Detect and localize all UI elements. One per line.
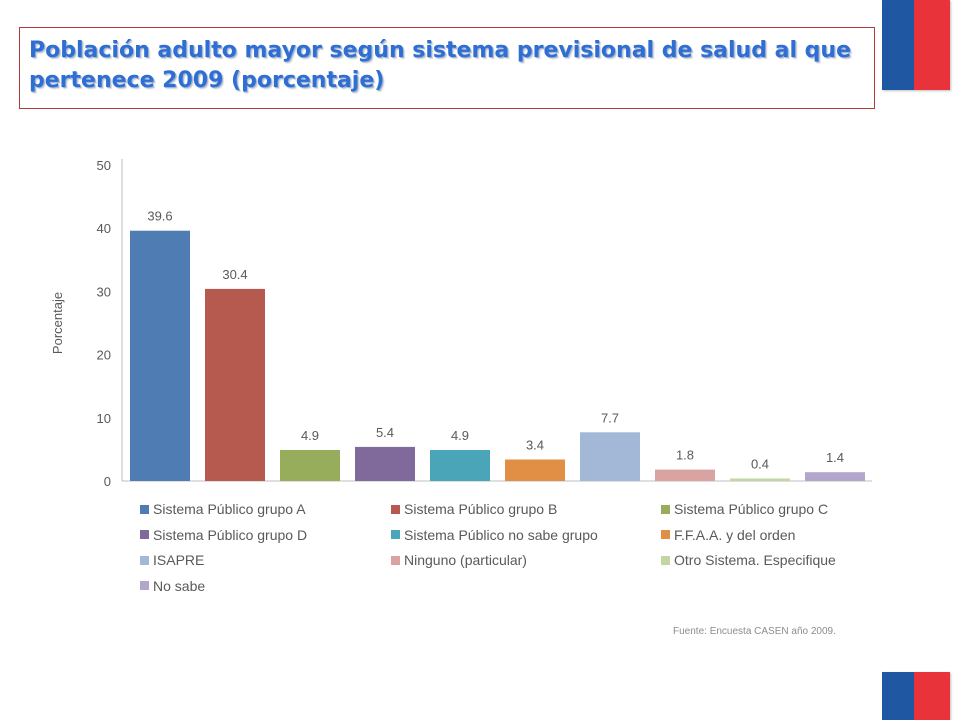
flag-blue-stripe bbox=[882, 0, 914, 90]
legend-swatch bbox=[391, 504, 400, 514]
title-box: Población adulto mayor según sistema pre… bbox=[19, 27, 875, 109]
legend-label: Otro Sistema. Especifique bbox=[674, 552, 836, 568]
legend-item: Sistema Público no sabe grupo bbox=[391, 525, 598, 545]
bar-4 bbox=[355, 446, 415, 481]
legend-item: Ninguno (particular) bbox=[391, 550, 527, 570]
legend-item: Otro Sistema. Especifique bbox=[661, 550, 836, 570]
bar-9 bbox=[730, 478, 790, 481]
legend-label: Ninguno (particular) bbox=[404, 552, 527, 568]
slide-title: Población adulto mayor según sistema pre… bbox=[29, 38, 851, 93]
source-note: Fuente: Encuesta CASEN año 2009. bbox=[673, 626, 836, 637]
legend-swatch bbox=[661, 504, 670, 514]
legend-swatch bbox=[391, 530, 400, 539]
bar-value-label: 4.9 bbox=[301, 428, 319, 443]
bar-5 bbox=[430, 450, 490, 481]
legend-label: Sistema Público no sabe grupo bbox=[404, 526, 598, 543]
bar-value-label: 5.4 bbox=[376, 425, 394, 440]
bar-value-label: 0.4 bbox=[751, 457, 769, 472]
legend-item: Sistema Público grupo A bbox=[140, 499, 306, 519]
bar-value-label: 30.4 bbox=[222, 267, 247, 282]
bar-2 bbox=[205, 288, 265, 481]
y-axis-label: Porcentaje bbox=[50, 292, 65, 354]
bar-10 bbox=[805, 472, 865, 481]
legend-item: Sistema Público grupo D bbox=[140, 525, 307, 545]
bar-6 bbox=[505, 459, 565, 481]
bar-value-label: 1.8 bbox=[676, 448, 694, 463]
y-tick-label: 10 bbox=[97, 411, 111, 426]
bar-value-label: 3.4 bbox=[526, 438, 544, 453]
legend-label: F.F.A.A. y del orden bbox=[674, 526, 796, 543]
legend-item: Sistema Público grupo C bbox=[661, 499, 828, 519]
legend-swatch bbox=[391, 555, 400, 565]
flag-red-stripe bbox=[914, 0, 950, 90]
bars bbox=[130, 230, 865, 481]
y-tick-label: 20 bbox=[97, 348, 111, 363]
bar-3 bbox=[280, 450, 340, 481]
legend-swatch bbox=[661, 530, 670, 539]
legend-label: No sabe bbox=[153, 577, 206, 594]
legend-swatch bbox=[661, 555, 670, 565]
bar-value-label: 4.9 bbox=[451, 428, 469, 443]
legend-item: ISAPRE bbox=[140, 550, 204, 570]
legend-item: Sistema Público grupo B bbox=[391, 499, 557, 519]
flag-blue-stripe bbox=[882, 672, 914, 720]
flag-red-stripe bbox=[914, 672, 950, 720]
bar-value-label: 7.7 bbox=[601, 410, 619, 425]
legend-label: ISAPRE bbox=[153, 552, 205, 568]
y-tick-label: 50 bbox=[97, 158, 111, 173]
value-labels: 39.6 30.4 4.9 5.4 4.9 3.4 7.7 1.8 0.4 1.4 bbox=[147, 209, 844, 472]
chile-flag-logo-top bbox=[882, 0, 950, 90]
bar-7 bbox=[580, 432, 640, 481]
legend-label: Sistema Público grupo A bbox=[153, 501, 306, 517]
bar-value-label: 39.6 bbox=[147, 209, 172, 224]
legend-label: Sistema Público grupo D bbox=[153, 526, 308, 543]
y-tick-label: 30 bbox=[97, 284, 111, 299]
bar-value-label: 1.4 bbox=[826, 450, 844, 465]
legend-label: Sistema Público grupo B bbox=[404, 501, 558, 517]
legend-label: Sistema Público grupo C bbox=[674, 501, 829, 517]
legend-swatch bbox=[140, 530, 149, 539]
legend-swatch bbox=[140, 504, 149, 514]
legend-swatch bbox=[140, 581, 149, 590]
legend-item: F.F.A.A. y del orden bbox=[661, 525, 795, 545]
bar-8 bbox=[655, 469, 715, 481]
chile-flag-logo-bottom bbox=[882, 672, 950, 720]
y-tick-label: 40 bbox=[97, 221, 111, 236]
legend-swatch bbox=[140, 555, 149, 565]
bar-1 bbox=[130, 230, 190, 481]
legend-item: No sabe bbox=[140, 576, 205, 596]
y-tick-label: 0 bbox=[104, 474, 111, 489]
